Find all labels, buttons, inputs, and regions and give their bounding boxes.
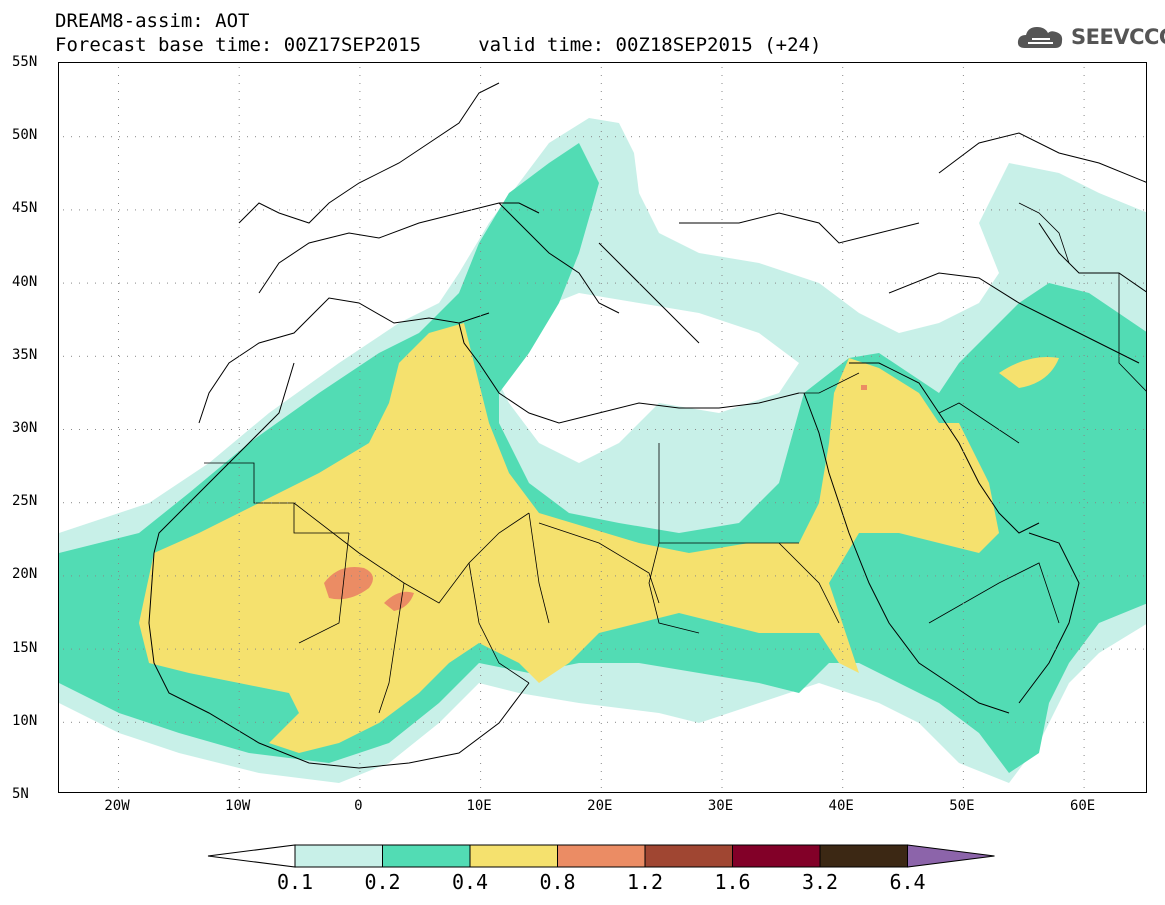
lon-label: 10E (466, 798, 492, 814)
lat-label: 25N (12, 493, 38, 510)
colorbar-box (644, 844, 733, 868)
colorbar-tick-label: 0.8 (539, 870, 576, 894)
lon-label: 0 (354, 798, 363, 814)
lon-label: 20E (587, 798, 613, 814)
seevccc-logo: SEEVCCC (1015, 22, 1165, 52)
colorbar-min-arrow (207, 844, 296, 868)
lon-label: 20W (104, 798, 130, 814)
colorbar-box (294, 844, 383, 868)
aot-map (59, 67, 1146, 788)
country-borders (204, 202, 1146, 714)
lat-label: 45N (12, 200, 38, 217)
colorbar-tick-label: 0.2 (364, 870, 401, 894)
lat-label: 5N (12, 786, 29, 802)
map-title: DREAM8-assim: AOT (55, 10, 250, 32)
graticule (63, 67, 1144, 788)
lat-label: 40N (12, 273, 38, 290)
colorbar-tick-label: 0.1 (276, 870, 314, 894)
lat-label: 20N (12, 566, 38, 583)
colorbar-tick-label: 3.2 (801, 870, 839, 894)
lon-label: 50E (949, 798, 975, 814)
colorbar-box (469, 844, 558, 868)
lon-label: 30E (707, 798, 734, 814)
colorbar-box (732, 844, 821, 868)
colorbar-max-arrow (907, 844, 995, 868)
colorbar-box (819, 844, 908, 868)
lat-label: 30N (12, 420, 38, 436)
lat-label: 15N (12, 639, 38, 656)
forecast-times: Forecast base time: 00Z17SEP2015 valid t… (55, 34, 822, 56)
colorbar-tick-label: 6.4 (889, 870, 926, 894)
logo-text: SEEVCCC (1071, 25, 1165, 49)
colorbar-tick-label: 1.6 (714, 870, 751, 894)
lon-label: 40E (828, 798, 854, 814)
colorbar-tick-label: 1.2 (626, 870, 664, 894)
aot-level-0.8 (324, 567, 373, 600)
lat-label: 35N (12, 346, 38, 363)
lat-label: 10N (12, 712, 38, 729)
aot-level-0.4 (139, 323, 999, 753)
colorbar-tick-label: 0.4 (451, 870, 489, 894)
coastlines (148, 82, 1146, 769)
lon-label: 10W (225, 798, 251, 814)
colorbar-box (382, 844, 471, 868)
cloud-icon (1017, 27, 1063, 48)
lat-label: 50N (12, 127, 38, 144)
map-area[interactable] (58, 62, 1147, 793)
lat-label: 55N (12, 54, 38, 70)
lon-label: 60E (1069, 798, 1096, 814)
colorbar-box (557, 844, 646, 868)
